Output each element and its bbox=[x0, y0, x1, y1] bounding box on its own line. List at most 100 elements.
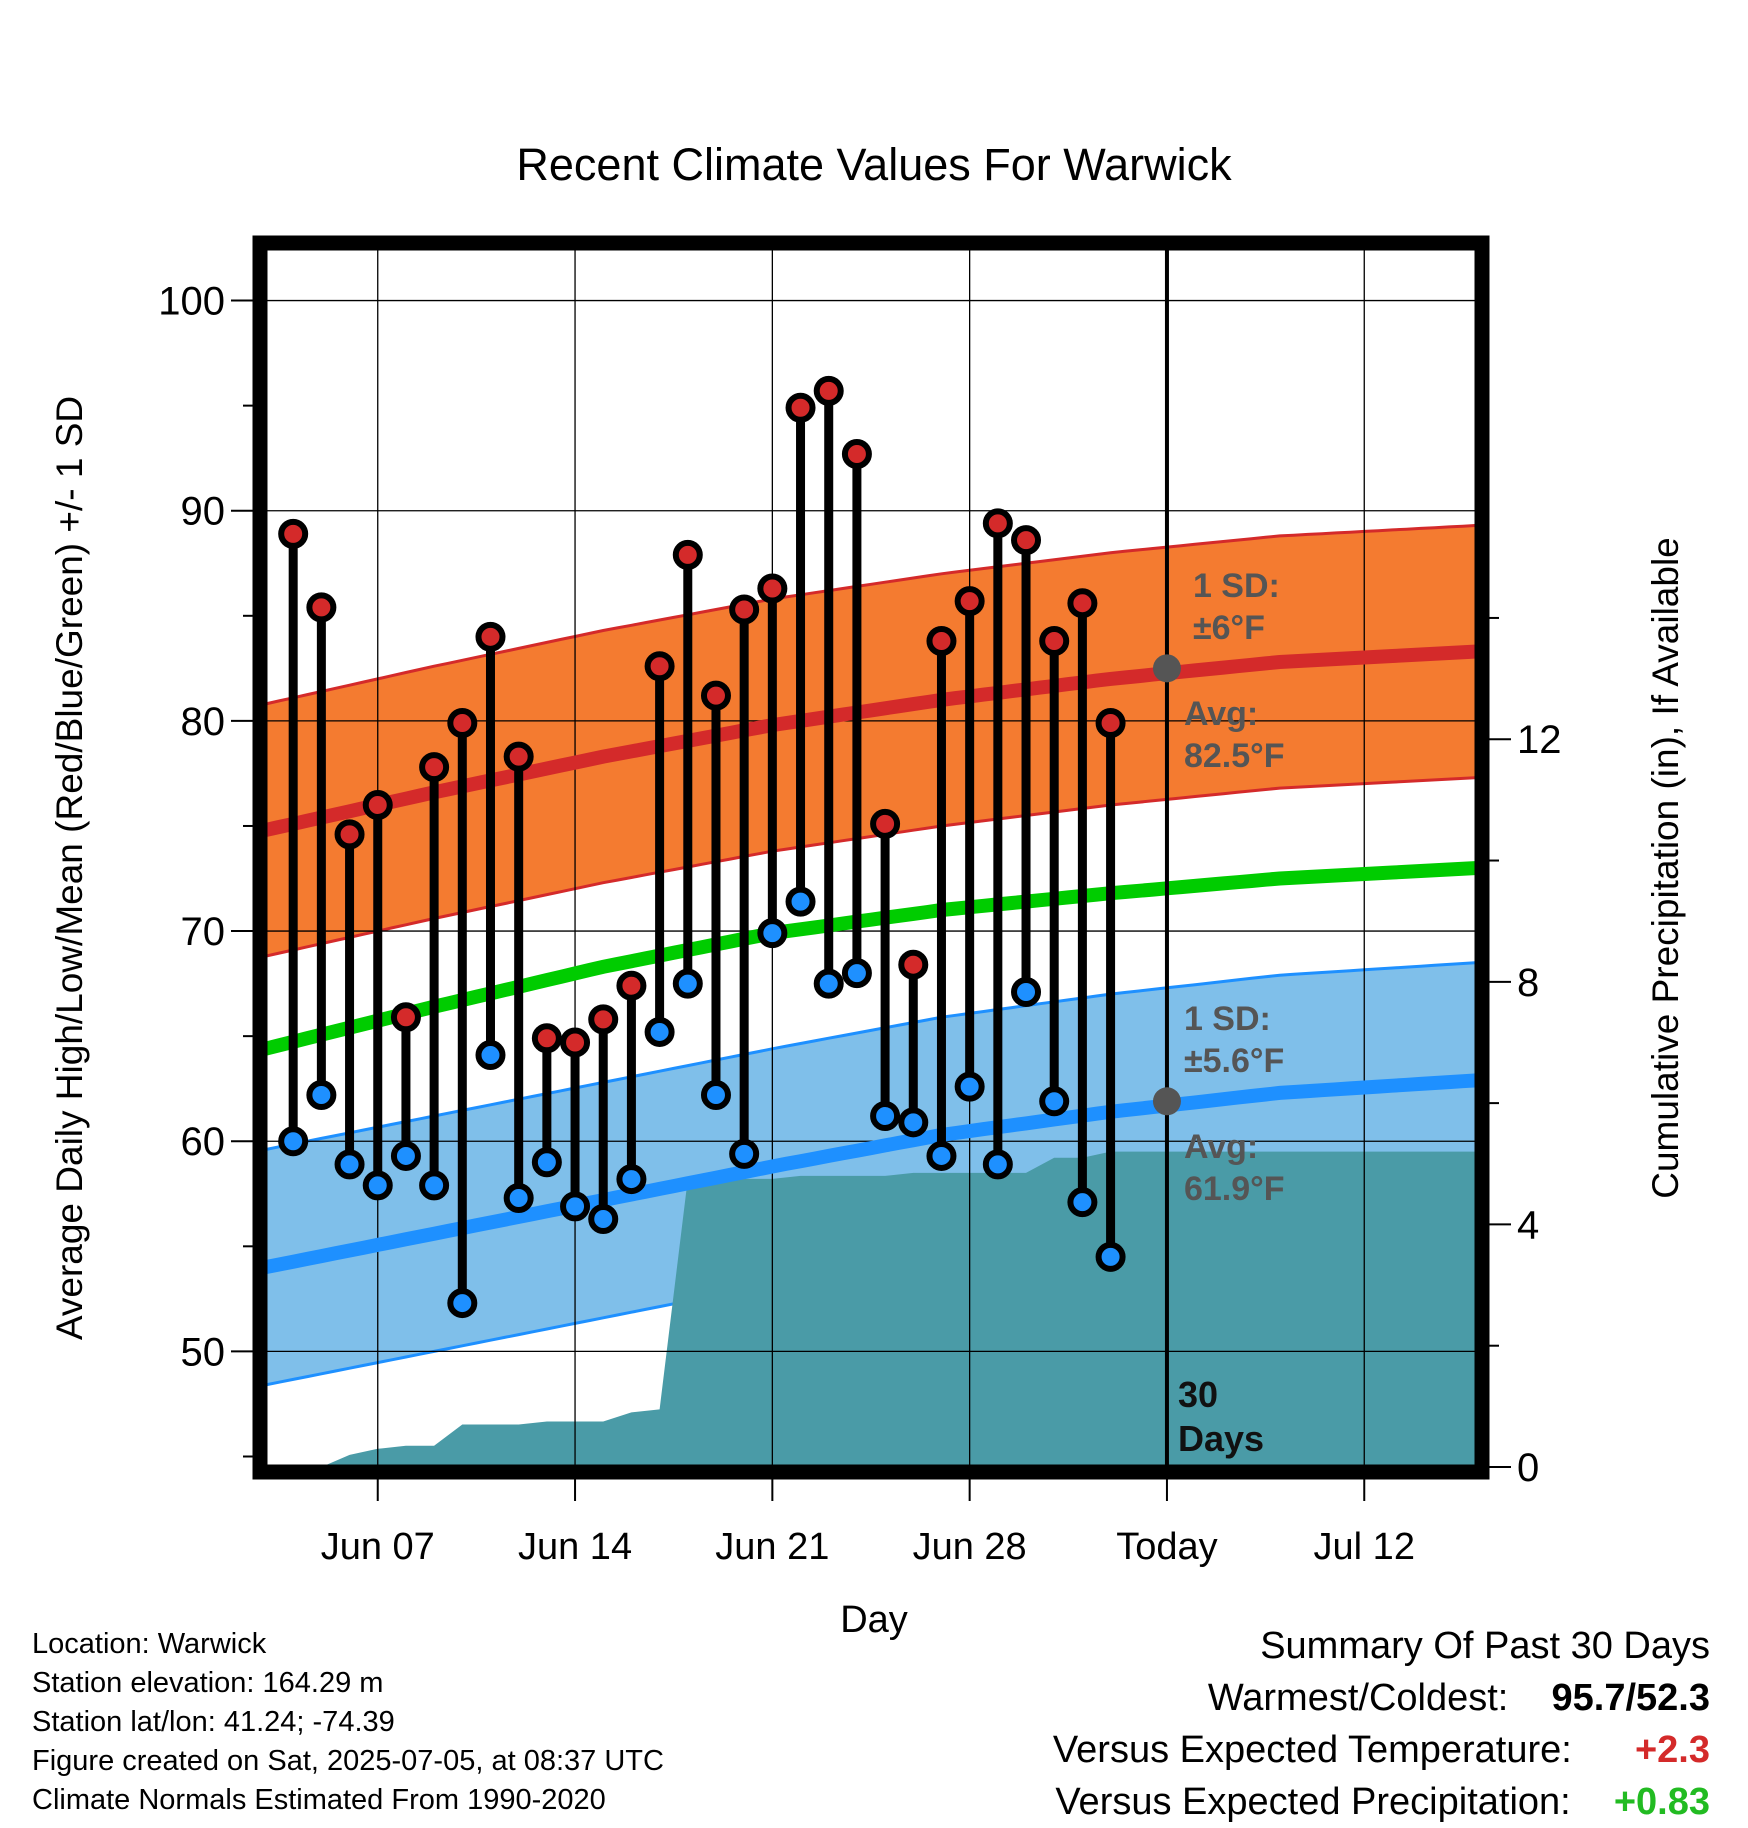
daily-high-point bbox=[785, 392, 816, 423]
y-tick-label: 60 bbox=[181, 1120, 226, 1164]
daily-high-point bbox=[362, 789, 393, 820]
daily-low-point bbox=[475, 1040, 506, 1071]
location-text: Location: Warwick bbox=[32, 1628, 267, 1660]
daily-high-point bbox=[588, 1004, 619, 1035]
daily-high-point bbox=[334, 819, 365, 850]
daily-high-point bbox=[560, 1027, 591, 1058]
daily-low-point bbox=[1039, 1086, 1070, 1117]
daily-low-point bbox=[1011, 977, 1042, 1008]
mean-average-line bbox=[265, 861, 1477, 1056]
daily-low-point bbox=[700, 1079, 731, 1110]
warmest-high-value: 95.7 bbox=[1551, 1677, 1626, 1719]
daily-low-point bbox=[785, 886, 816, 917]
temp-label: Versus Expected Temperature: bbox=[1052, 1729, 1572, 1771]
daily-high-point bbox=[1067, 588, 1098, 619]
daily-high-point bbox=[531, 1023, 562, 1054]
daily-high-point bbox=[503, 741, 534, 772]
daily-low-point bbox=[757, 918, 788, 949]
daily-high-point bbox=[982, 508, 1013, 539]
warmest-label: Warmest/Coldest: bbox=[1207, 1677, 1509, 1719]
daily-low-point bbox=[503, 1182, 534, 1213]
daily-high-point bbox=[278, 518, 309, 549]
daily-low-point bbox=[982, 1149, 1013, 1180]
daily-high-point bbox=[700, 680, 731, 711]
precipitation-area bbox=[265, 1151, 1477, 1467]
high-sd-upper-line bbox=[265, 523, 1477, 706]
temp-row: Versus Expected Temperature: +2.3 bbox=[1053, 1724, 1710, 1776]
high-sd-annotation: 1 SD: ±6°F bbox=[1193, 567, 1280, 647]
elevation-text: Station elevation: 164.29 m bbox=[32, 1667, 384, 1699]
y-tick-label: 50 bbox=[181, 1330, 226, 1374]
warmest-separator: / bbox=[1625, 1677, 1637, 1719]
y2-axis-label: Cumulative Precipitation (in), If Availa… bbox=[1645, 537, 1686, 1199]
daily-low-point bbox=[841, 958, 872, 989]
daily-low-point bbox=[616, 1164, 647, 1195]
x-tick-label: Jun 28 bbox=[913, 1526, 1027, 1568]
low-sd-annotation: 1 SD: ±5.6°F bbox=[1184, 1000, 1284, 1080]
daily-high-point bbox=[672, 539, 703, 570]
y-tick-label: 80 bbox=[181, 700, 226, 744]
daily-low-point bbox=[531, 1147, 562, 1178]
daily-low-point bbox=[588, 1203, 619, 1234]
low-sd-upper-line bbox=[265, 961, 1477, 1152]
chart-title: Recent Climate Values For Warwick bbox=[516, 139, 1232, 190]
y-tick-label: 70 bbox=[181, 910, 226, 954]
high-avg-annotation: Avg: 82.5°F bbox=[1184, 695, 1285, 775]
latlon-text: Station lat/lon: 41.24; -74.39 bbox=[32, 1706, 395, 1738]
daily-low-point bbox=[278, 1126, 309, 1157]
daily-low-point bbox=[334, 1149, 365, 1180]
warmest-low-value: 52.3 bbox=[1636, 1677, 1710, 1719]
daily-low-point bbox=[1095, 1241, 1126, 1272]
daily-low-point bbox=[926, 1140, 957, 1171]
today-low-avg-marker bbox=[1152, 1087, 1181, 1116]
daily-high-point bbox=[1039, 626, 1070, 657]
daily-low-point bbox=[1067, 1187, 1098, 1218]
temp-anomaly-value: +2.3 bbox=[1634, 1729, 1710, 1771]
x-tick-label: Jul 12 bbox=[1314, 1526, 1415, 1568]
daily-high-point bbox=[757, 573, 788, 604]
low-average-line bbox=[265, 1073, 1477, 1275]
daily-high-point bbox=[813, 375, 844, 406]
high-sd-band bbox=[265, 525, 1477, 957]
daily-high-point bbox=[644, 651, 675, 682]
daily-low-point bbox=[870, 1101, 901, 1132]
precip-anomaly-value: +0.83 bbox=[1613, 1781, 1710, 1823]
daily-low-point bbox=[898, 1107, 929, 1138]
daily-low-point bbox=[644, 1016, 675, 1047]
daily-high-point bbox=[898, 949, 929, 980]
high-sd-lower-line bbox=[265, 776, 1477, 958]
y2-tick-label: 8 bbox=[1517, 961, 1539, 1005]
precip-row: Versus Expected Precipitation: +0.83 bbox=[1053, 1776, 1710, 1828]
warmest-row: Warmest/Coldest: 95.7/52.3 bbox=[1053, 1672, 1710, 1724]
daily-high-point bbox=[954, 586, 985, 617]
plot-area: 1 SD: ±6°F Avg: 82.5°F 1 SD: ±5.6°F Avg: 61.9°F… bbox=[158, 235, 1562, 1568]
summary-heading: Summary Of Past 30 Days bbox=[1260, 1625, 1710, 1667]
daily-high-point bbox=[926, 626, 957, 657]
station-info: Location: Warwick Station elevation: 164… bbox=[32, 1625, 664, 1820]
daily-low-point bbox=[447, 1288, 478, 1319]
daily-low-point bbox=[560, 1191, 591, 1222]
daily-high-point bbox=[306, 592, 337, 623]
x-tick-label: Jun 14 bbox=[518, 1526, 632, 1568]
y-tick-label: 90 bbox=[181, 490, 226, 534]
daily-low-point bbox=[672, 968, 703, 999]
y2-tick-label: 0 bbox=[1517, 1446, 1539, 1490]
created-text: Figure created on Sat, 2025-07-05, at 08… bbox=[32, 1745, 664, 1777]
summary-panel: Summary Of Past 30 Days Warmest/Coldest:… bbox=[1053, 1620, 1710, 1828]
daily-low-point bbox=[729, 1138, 760, 1169]
low-sd-band bbox=[265, 962, 1477, 1385]
x-tick-label: Jun 07 bbox=[321, 1526, 435, 1568]
daily-low-point bbox=[954, 1071, 985, 1102]
daily-high-point bbox=[447, 707, 478, 738]
daily-low-point bbox=[306, 1079, 337, 1110]
daily-high-point bbox=[475, 621, 506, 652]
y2-tick-label: 12 bbox=[1517, 718, 1562, 762]
period-annotation: 30 Days bbox=[1178, 1374, 1264, 1459]
today-high-avg-marker bbox=[1152, 654, 1181, 683]
daily-low-point bbox=[390, 1140, 421, 1171]
daily-low-point bbox=[419, 1170, 450, 1201]
daily-high-point bbox=[841, 438, 872, 469]
daily-low-point bbox=[362, 1170, 393, 1201]
plot-interior bbox=[265, 248, 1477, 1467]
